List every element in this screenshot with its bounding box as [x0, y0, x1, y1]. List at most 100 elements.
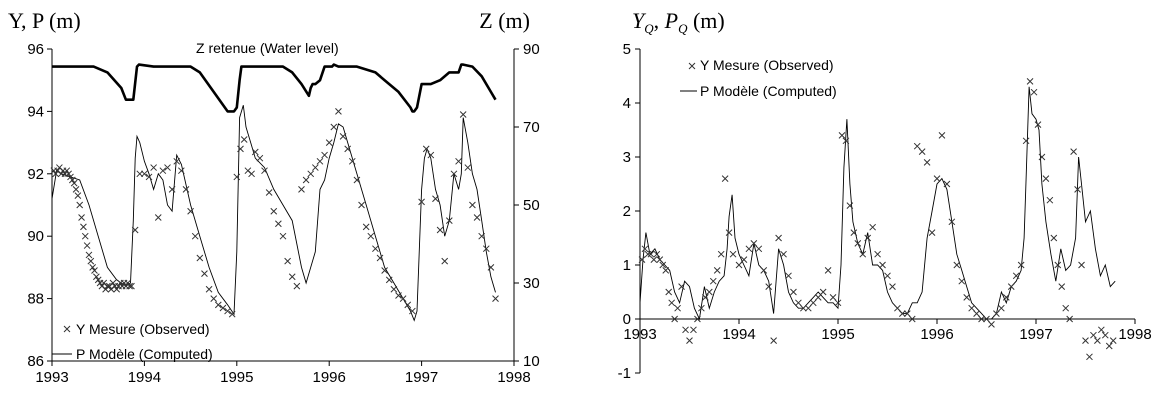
left-observed-point — [191, 232, 199, 240]
left-observed-point — [145, 173, 153, 181]
left-observed-point — [214, 301, 222, 309]
left-observed-point — [478, 232, 486, 240]
right-observed-point — [690, 326, 697, 334]
right-observed-point — [765, 283, 773, 290]
right-observed-point — [780, 250, 787, 258]
left-observed-point — [288, 273, 296, 281]
left-observed-point — [432, 195, 439, 203]
left-y2-tick-label: 10 — [523, 353, 540, 370]
right-y-tick-label: 0 — [623, 311, 631, 328]
right-observed-point — [1101, 331, 1109, 339]
left-observed-point — [91, 267, 98, 274]
right-legend: Y Mesure (Observed) P Modèle (Computed) — [700, 57, 837, 99]
left-observed-point — [399, 295, 407, 302]
left-y2-tick-label: 50 — [523, 197, 540, 214]
left-y2-axis-title: Z (m) — [479, 8, 530, 33]
right-observed-point — [809, 299, 817, 307]
right-x-tick-label: 1998 — [1118, 326, 1151, 343]
left-observed-point — [182, 186, 190, 193]
left-x-tick-label: 1994 — [128, 369, 161, 386]
right-x-tick-label: 1994 — [722, 326, 755, 343]
right-observed-point — [662, 267, 670, 274]
left-observed-point — [85, 251, 93, 259]
left-observed-point — [131, 226, 139, 234]
right-observed-point — [859, 250, 867, 258]
left-observed-point — [78, 214, 85, 221]
left-observed-point — [302, 176, 310, 184]
right-observed-point — [785, 272, 792, 280]
right-observed-point — [717, 250, 725, 258]
right-observed-point — [1050, 234, 1058, 242]
right-observed-point — [1094, 337, 1101, 344]
right-observed-point — [638, 256, 646, 263]
left-observed-point — [455, 157, 462, 165]
left-observed-point — [187, 207, 194, 215]
right-observed-point — [682, 326, 689, 334]
left-observed-point — [473, 214, 481, 221]
left-observed-point — [445, 217, 453, 224]
left-observed-point — [284, 257, 291, 265]
right-observed-point — [671, 315, 679, 323]
right-observed-point — [760, 267, 768, 274]
left-observed-point — [83, 242, 91, 249]
left-legend-observed-marker — [63, 325, 71, 333]
right-observed-point — [978, 315, 985, 323]
right-observed-point — [923, 159, 931, 166]
right-observed-point — [665, 288, 673, 296]
right-observed-point — [1046, 196, 1054, 204]
right-observed-point — [874, 250, 881, 258]
left-observed-point — [469, 201, 476, 209]
left-legend: Y Mesure (Observed) P Modèle (Computed) — [76, 321, 213, 362]
left-y-tick-label: 90 — [27, 228, 44, 245]
left-observed-point — [109, 279, 117, 287]
left-observed-point — [275, 220, 282, 228]
left-observed-point — [248, 170, 255, 178]
left-observed-point — [367, 232, 375, 240]
right-observed-point — [898, 310, 906, 317]
right-observed-point — [694, 315, 701, 323]
right-observed-point — [963, 294, 971, 301]
right-observed-point — [997, 304, 1005, 312]
right-x-tick-label: 1995 — [821, 326, 854, 343]
right-observed-point — [750, 240, 758, 247]
right-observed-point — [903, 310, 911, 317]
right-observed-point — [725, 229, 733, 236]
left-y2-tick-label: 90 — [523, 41, 540, 58]
right-x-tick-label: 1993 — [623, 326, 656, 343]
right-observed-point — [1086, 353, 1093, 361]
right-observed-point — [958, 277, 966, 285]
right-y-tick-label: 4 — [623, 95, 631, 112]
left-observed-point — [418, 198, 425, 206]
left-observed-point — [492, 295, 499, 302]
right-observed-point — [908, 315, 916, 323]
left-observed-point — [80, 223, 87, 231]
left-observed-point — [307, 170, 315, 178]
left-observed-point — [173, 157, 181, 165]
right-y-axis-title: YQ, PQ (m) — [632, 8, 725, 36]
left-observed-point — [358, 201, 365, 209]
left-y2-tick-label: 70 — [523, 119, 540, 136]
left-observed-point — [251, 148, 259, 156]
right-observed-point — [735, 261, 743, 269]
left-observed-point — [52, 170, 60, 178]
left-y-tick-label: 94 — [27, 103, 44, 120]
left-x-tick-label: 1996 — [313, 369, 346, 386]
left-observed-point — [65, 170, 72, 178]
left-x-tick-label: 1998 — [497, 369, 530, 386]
left-observed-point — [63, 167, 71, 175]
left-observed-point — [422, 145, 430, 153]
right-observed-point — [879, 261, 886, 269]
left-x-tick-label: 1997 — [405, 369, 438, 386]
left-y-tick-label: 86 — [27, 353, 44, 370]
left-observed-point — [395, 292, 402, 299]
left-observed-point — [196, 254, 204, 262]
left-observed-point — [335, 108, 342, 115]
right-observed-point — [988, 321, 995, 328]
right-observed-point — [701, 294, 709, 301]
water-level-annotation: Z retenue (Water level) — [196, 40, 339, 56]
right-observed-point — [854, 240, 862, 247]
left-observed-point — [316, 157, 324, 165]
right-observed-point — [770, 337, 778, 344]
right-observed-point — [1017, 261, 1025, 269]
left-observed-point — [210, 295, 218, 302]
